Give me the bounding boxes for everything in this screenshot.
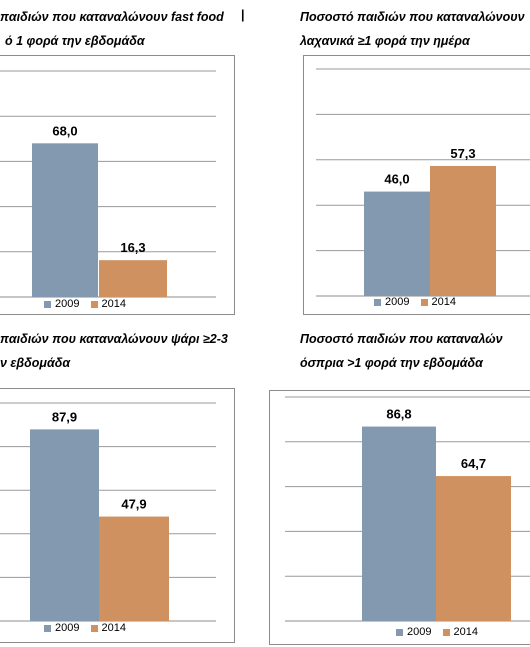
chart-2-legend: 2009 2014 <box>374 296 464 308</box>
legend-label-2009: 2009 <box>385 296 410 308</box>
chart-2-data-label-2009: 46,0 <box>384 172 409 187</box>
chart-1-bar-2009 <box>32 143 98 297</box>
chart-2-caption-line-2: λαχανικά ≥1 φορά την ημέρα <box>300 34 470 48</box>
legend-entry-2009: 2009 <box>374 296 409 308</box>
text-cursor: | <box>241 8 245 22</box>
legend-swatch-2009 <box>44 625 51 632</box>
chart-3-caption-line-1: παιδιών που καταναλώνουν ψάρι ≥2-3 <box>0 332 228 346</box>
chart-1-data-label-2014: 16,3 <box>120 240 145 255</box>
chart-4-bar-2014 <box>436 476 511 621</box>
legend-label-2014: 2014 <box>431 296 457 308</box>
chart-1-caption-line-1: παιδιών που καταναλώνουν fast food <box>0 10 224 24</box>
legend-label-2009: 2009 <box>407 626 432 638</box>
chart-1-data-label-2009: 68,0 <box>52 123 77 138</box>
chart-4-data-label-2014: 64,7 <box>461 456 486 471</box>
chart-1-legend: 2009 2014 <box>44 298 134 310</box>
legend-swatch-2014 <box>442 629 450 636</box>
legend-label-2009: 2009 <box>55 622 80 634</box>
chart-3-data-label-2014: 47,9 <box>121 497 146 512</box>
chart-3-caption-line-2: ν εβδομάδα <box>0 356 71 370</box>
legend-swatch-2009 <box>396 629 403 636</box>
legend-label-2009: 2009 <box>55 298 80 310</box>
legend-entry-2014: 2014 <box>90 622 127 634</box>
chart-3-bar-2014 <box>99 516 169 621</box>
chart-3-legend: 2009 2014 <box>44 622 134 634</box>
legend-swatch-2014 <box>420 299 428 306</box>
legend-entry-2014: 2014 <box>420 296 457 308</box>
chart-3-data-label-2009: 87,9 <box>52 409 77 424</box>
legend-swatch-2009 <box>44 301 51 308</box>
legend-label-2014: 2014 <box>101 622 127 634</box>
legend-entry-2009: 2009 <box>396 626 431 638</box>
legend-entry-2009: 2009 <box>44 622 79 634</box>
legend-swatch-2014 <box>90 301 98 308</box>
chart-2-data-label-2014: 57,3 <box>450 146 475 161</box>
legend-entry-2014: 2014 <box>90 298 127 310</box>
chart-4-legend: 2009 2014 <box>396 626 486 638</box>
chart-1-bar-2014 <box>99 260 167 297</box>
legend-swatch-2014 <box>90 625 98 632</box>
chart-2-caption-line-1: Ποσοστό παιδιών που καταναλώνουν <box>300 10 525 24</box>
chart-2-bar-2009 <box>364 191 430 296</box>
legend-label-2014: 2014 <box>453 626 479 638</box>
legend-entry-2009: 2009 <box>44 298 79 310</box>
chart-4-caption-line-1: Ποσοστό παιδιών που καταναλών <box>300 332 503 346</box>
chart-4-data-label-2009: 86,8 <box>386 407 411 422</box>
legend-label-2014: 2014 <box>101 298 127 310</box>
chart-2-bar-2014 <box>430 165 496 296</box>
chart-4-bar-2009 <box>362 426 436 621</box>
legend-entry-2014: 2014 <box>442 626 479 638</box>
chart-4-caption-line-2: όσπρια >1 φορά την εβδομάδα <box>300 356 483 370</box>
chart-3-bar-2009 <box>30 429 99 621</box>
chart-1-caption-line-2: ό 1 φορά την εβδομάδα <box>5 34 145 48</box>
legend-swatch-2009 <box>374 299 381 306</box>
